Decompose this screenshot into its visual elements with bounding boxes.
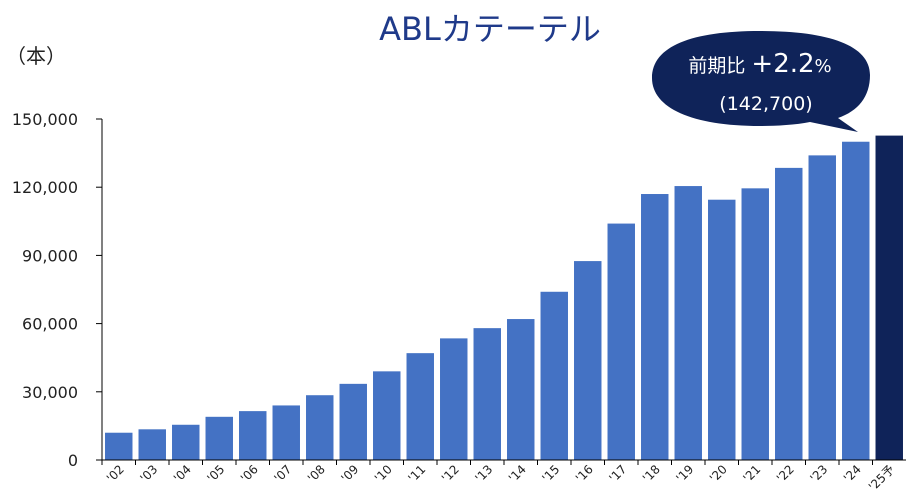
y-tick-label: 60,000	[22, 315, 78, 334]
x-tick-label: '02	[104, 462, 127, 485]
x-tick-label: '22	[774, 462, 797, 485]
callout-percent: %	[815, 56, 832, 77]
bar	[339, 383, 367, 460]
bar	[239, 411, 267, 460]
bars	[105, 135, 903, 461]
x-tick-label: '09	[338, 462, 361, 485]
callout-value: (142,700)	[719, 93, 812, 115]
bar	[306, 395, 334, 460]
y-axis-unit-label: （本）	[6, 44, 66, 68]
x-tick-label: '12	[439, 462, 462, 485]
bar	[138, 429, 166, 460]
bar	[507, 319, 535, 460]
x-tick-label: '13	[472, 462, 495, 485]
y-tick-label: 150,000	[12, 110, 78, 129]
bar	[775, 167, 803, 461]
bar	[373, 371, 401, 460]
y-tick-label: 90,000	[22, 246, 78, 265]
callout-change: +2.2	[751, 49, 814, 79]
x-tick-label: '20	[707, 462, 730, 485]
x-tick-label: '15	[539, 462, 562, 485]
bar	[607, 223, 635, 460]
x-tick-label: '06	[238, 462, 261, 485]
x-tick-label: '03	[137, 462, 160, 485]
x-tick-label: '23	[807, 462, 830, 485]
bar	[741, 188, 769, 460]
bar	[406, 353, 434, 460]
x-tick-label: '24	[841, 462, 864, 485]
callout-bubble	[652, 31, 870, 132]
x-tick-label: '19	[673, 462, 696, 485]
bar	[105, 432, 133, 460]
bar	[842, 141, 870, 460]
chart-title: ABLカテーテル	[379, 10, 601, 48]
x-tick-label: '07	[271, 462, 294, 485]
y-tick-label: 120,000	[12, 178, 78, 197]
bar	[205, 416, 233, 460]
bar	[473, 328, 501, 460]
x-tick-label: '11	[405, 462, 428, 485]
x-tick-label: '16	[573, 462, 596, 485]
bar	[574, 261, 602, 460]
bar	[272, 405, 300, 460]
bar	[540, 291, 568, 460]
bar	[641, 194, 669, 460]
x-tick-label: '18	[640, 462, 663, 485]
bar	[172, 424, 200, 460]
x-tick-label: '05	[204, 462, 227, 485]
x-tick-label: '25予	[866, 462, 898, 494]
x-tick-label: '17	[606, 462, 629, 485]
y-tick-label: 30,000	[22, 383, 78, 402]
bar	[708, 199, 736, 460]
y-tick-label: 0	[68, 451, 78, 470]
callout-change-line: 前期比 +2.2%	[688, 49, 831, 79]
bar	[808, 155, 836, 460]
change-callout: 前期比 +2.2% (142,700)	[652, 31, 870, 132]
x-tick-label: '21	[740, 462, 763, 485]
bar	[674, 186, 702, 460]
bar-forecast	[875, 135, 903, 460]
x-axis-ticks: '02 '03 '04 '05 '06 '07 '08 '09 '10 '11 '12 '13 '14 '…	[101, 460, 898, 494]
x-tick-label: '04	[171, 462, 194, 485]
x-tick-label: '08	[305, 462, 328, 485]
x-tick-label: '14	[506, 462, 529, 485]
y-axis-ticks: 0 30,000 60,000 90,000 120,000 150,000	[12, 110, 102, 470]
bar	[440, 338, 468, 460]
x-tick-label: '10	[372, 462, 395, 485]
callout-prefix: 前期比	[688, 55, 745, 77]
